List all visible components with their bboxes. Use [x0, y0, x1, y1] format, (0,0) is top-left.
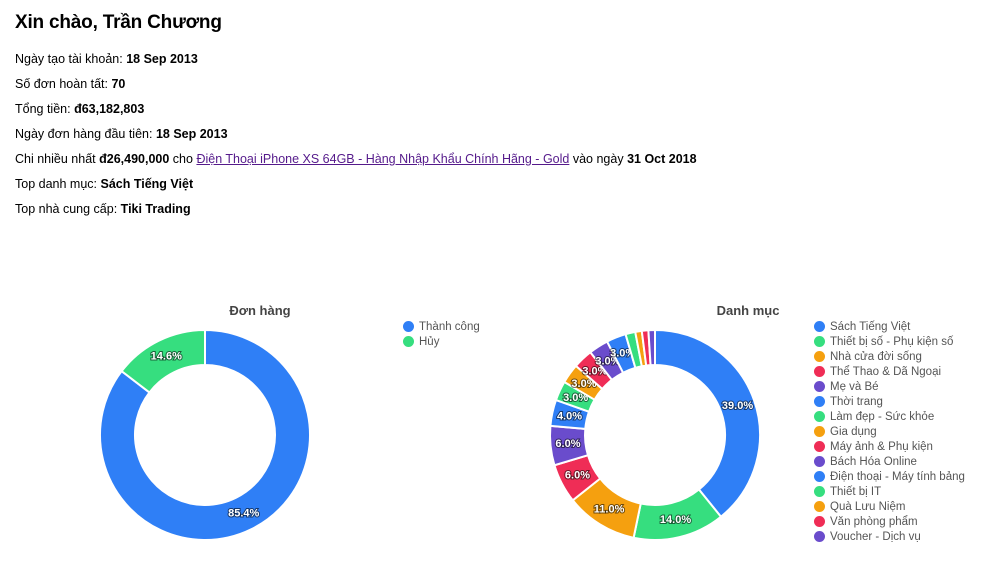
legend-swatch-icon — [814, 471, 825, 482]
category-chart-title: Danh mục — [716, 303, 780, 318]
orders-done-row: Số đơn hoàn tất: 70 — [15, 77, 125, 91]
slice-label-orders-0: 85.4% — [228, 507, 259, 519]
slice-label-category-6: 3.0% — [563, 392, 588, 404]
first-order-label: Ngày đơn hàng đầu tiên: — [15, 127, 153, 141]
legend-label: Máy ảnh & Phụ kiện — [830, 440, 933, 453]
legend-item[interactable]: Điện thoại - Máy tính bảng — [814, 469, 965, 484]
slice-label-category-7: 3.0% — [571, 378, 596, 390]
slice-orders-0[interactable] — [99, 328, 311, 541]
first-order-value: 18 Sep 2013 — [155, 127, 228, 141]
legend-swatch-icon — [814, 516, 825, 527]
slice-label-category-5: 4.0% — [557, 410, 582, 422]
slice-category-14[interactable] — [647, 328, 656, 367]
legend-swatch-icon — [814, 321, 825, 332]
legend-label: Voucher - Dịch vụ — [830, 530, 921, 543]
legend-swatch-icon — [814, 396, 825, 407]
orders-done-value: 70 — [111, 77, 126, 91]
max-spend-product-link[interactable]: Điện Thoại iPhone XS 64GB - Hàng Nhập Kh… — [196, 152, 570, 166]
legend-label: Quà Lưu Niệm — [830, 500, 906, 513]
legend-swatch-icon — [814, 366, 825, 377]
category-donut-chart: 39.0%14.0%11.0%6.0%6.0%4.0%3.0%3.0%3.0%3… — [549, 328, 761, 541]
legend-item[interactable]: Mẹ và Bé — [814, 379, 965, 394]
legend-label: Sách Tiếng Việt — [830, 320, 911, 333]
legend-swatch-icon — [814, 486, 825, 497]
legend-item[interactable]: Thiết bị số - Phụ kiện số — [814, 334, 965, 349]
legend-item[interactable]: Thể Thao & Dã Ngoại — [814, 364, 965, 379]
legend-item[interactable]: Sách Tiếng Việt — [814, 319, 965, 334]
legend-label: Điện thoại - Máy tính bảng — [830, 470, 965, 483]
legend-item[interactable]: Nhà cửa đời sống — [814, 349, 965, 364]
max-spend-date: 31 Oct 2018 — [627, 152, 697, 166]
legend-label: Gia dụng — [830, 425, 877, 438]
slice-label-category-2: 11.0% — [594, 503, 625, 515]
legend-swatch-icon — [814, 426, 825, 437]
account-created-row: Ngày tạo tài khoản: 18 Sep 2013 — [15, 52, 198, 66]
legend-label: Văn phòng phẩm — [830, 515, 918, 528]
total-value: đ63,182,803 — [74, 102, 145, 116]
legend-label: Thành công — [419, 320, 480, 333]
top-category-value: Sách Tiếng Việt — [100, 177, 194, 191]
top-supplier-label: Top nhà cung cấp: — [15, 202, 118, 216]
legend-item[interactable]: Gia dụng — [814, 424, 965, 439]
orders-chart-title: Đơn hàng — [229, 303, 291, 318]
category-legend: Sách Tiếng Việt Thiết bị số - Phụ kiện số… — [814, 319, 965, 544]
legend-item[interactable]: Hủy — [403, 334, 480, 349]
legend-item[interactable]: Thành công — [403, 319, 480, 334]
page-title: Xin chào, Trần Chương — [15, 12, 222, 33]
legend-swatch-icon — [814, 411, 825, 422]
top-supplier-row: Top nhà cung cấp: Tiki Trading — [15, 202, 191, 216]
legend-swatch-icon — [403, 336, 414, 347]
legend-item[interactable]: Thời trang — [814, 394, 965, 409]
max-spend-value: đ26,490,000 — [99, 152, 170, 166]
legend-label: Nhà cửa đời sống — [830, 350, 922, 363]
slice-label-category-1: 14.0% — [660, 514, 691, 526]
legend-label: Thiết bị số - Phụ kiện số — [830, 335, 954, 348]
top-supplier-value: Tiki Trading — [120, 202, 191, 216]
legend-item[interactable]: Thiết bị IT — [814, 484, 965, 499]
slice-label-category-4: 6.0% — [555, 438, 580, 450]
legend-swatch-icon — [814, 531, 825, 542]
legend-item[interactable]: Máy ảnh & Phụ kiện — [814, 439, 965, 454]
max-spend-label: Chi nhiều nhất — [15, 152, 96, 166]
max-spend-for: cho — [172, 152, 193, 166]
top-category-label: Top danh mục: — [15, 177, 97, 191]
legend-swatch-icon — [814, 501, 825, 512]
legend-item[interactable]: Làm đẹp - Sức khỏe — [814, 409, 965, 424]
legend-item[interactable]: Quà Lưu Niệm — [814, 499, 965, 514]
max-spend-row: Chi nhiều nhất đ26,490,000 cho Điện Thoạ… — [15, 152, 697, 166]
account-created-value: 18 Sep 2013 — [126, 52, 198, 66]
account-created-label: Ngày tạo tài khoản: — [15, 52, 123, 66]
legend-label: Bách Hóa Online — [830, 455, 917, 468]
legend-swatch-icon — [814, 381, 825, 392]
legend-label: Thời trang — [830, 395, 883, 408]
legend-label: Thiết bị IT — [830, 485, 882, 498]
slice-category-0[interactable] — [654, 328, 761, 519]
legend-swatch-icon — [814, 456, 825, 467]
slice-label-category-0: 39.0% — [722, 400, 753, 412]
legend-item[interactable]: Voucher - Dịch vụ — [814, 529, 965, 544]
legend-swatch-icon — [403, 321, 414, 332]
orders-donut-chart: 85.4% 14.6% — [99, 328, 311, 541]
orders-legend: Thành công Hủy — [403, 319, 480, 349]
legend-swatch-icon — [814, 441, 825, 452]
legend-label: Thể Thao & Dã Ngoại — [830, 365, 942, 378]
slice-label-category-3: 6.0% — [565, 470, 590, 482]
legend-swatch-icon — [814, 351, 825, 362]
legend-item[interactable]: Văn phòng phẩm — [814, 514, 965, 529]
legend-label: Hủy — [419, 335, 440, 348]
total-row: Tổng tiền: đ63,182,803 — [15, 102, 144, 116]
orders-done-label: Số đơn hoàn tất: — [15, 77, 108, 91]
total-label: Tổng tiền: — [15, 102, 71, 116]
legend-label: Làm đẹp - Sức khỏe — [830, 410, 935, 423]
legend-swatch-icon — [814, 336, 825, 347]
max-spend-on: vào ngày — [572, 152, 624, 166]
legend-label: Mẹ và Bé — [830, 380, 879, 393]
slice-orders-1[interactable] — [120, 328, 206, 394]
first-order-row: Ngày đơn hàng đầu tiên: 18 Sep 2013 — [15, 127, 228, 141]
slice-label-orders-1: 14.6% — [151, 351, 182, 363]
top-category-row: Top danh mục: Sách Tiếng Việt — [15, 177, 193, 191]
legend-item[interactable]: Bách Hóa Online — [814, 454, 965, 469]
